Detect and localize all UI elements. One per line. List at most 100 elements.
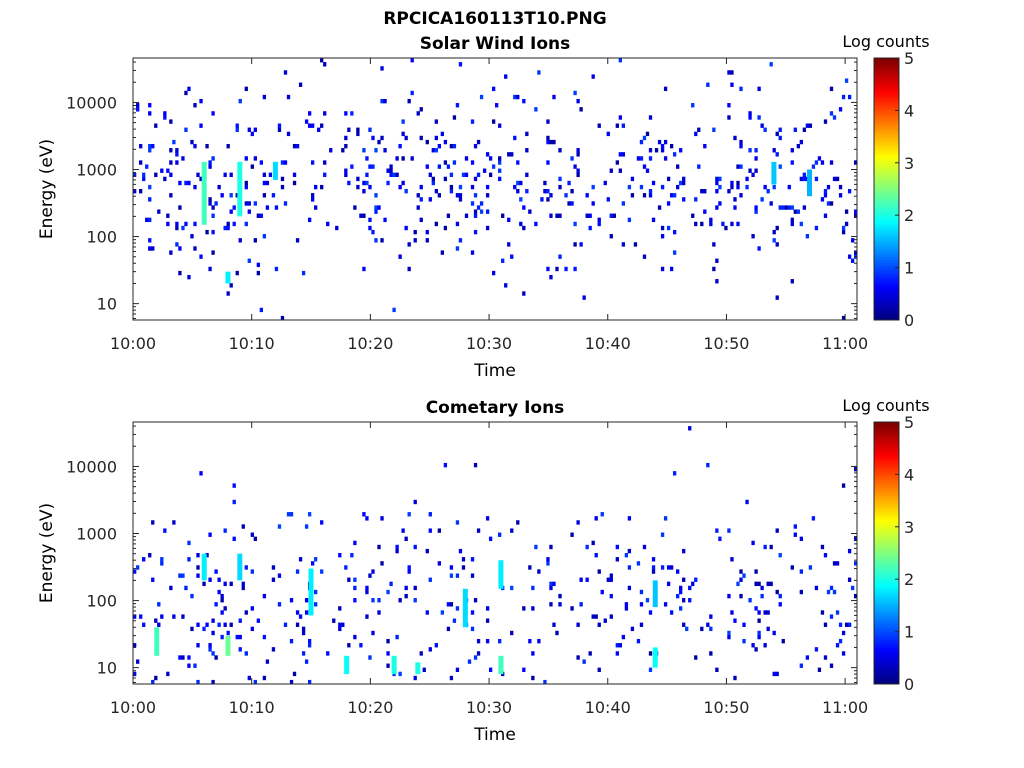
spectrogram-cell bbox=[549, 139, 553, 145]
spectrogram-cell bbox=[473, 209, 478, 214]
spectrogram-cell bbox=[751, 234, 755, 239]
spectrogram-cell bbox=[298, 614, 303, 619]
spectrogram-cell bbox=[374, 205, 378, 210]
colorbar-segment bbox=[874, 113, 899, 117]
spectrogram-cell bbox=[715, 667, 719, 673]
spectrogram-cell bbox=[175, 152, 179, 157]
spectrogram-cell bbox=[151, 577, 155, 582]
spectrogram-cell bbox=[133, 172, 137, 178]
spectrogram-cell bbox=[395, 548, 399, 554]
x-tick-label: 10:40 bbox=[585, 698, 631, 717]
spectrogram-cell bbox=[190, 593, 194, 599]
spectrogram-cell bbox=[570, 156, 574, 161]
spectrogram-cell bbox=[676, 593, 680, 599]
spectrogram-cell bbox=[669, 610, 674, 615]
spectrogram-cell bbox=[549, 213, 553, 218]
spectrogram-cell bbox=[193, 143, 197, 149]
spectrogram-cell bbox=[196, 573, 200, 578]
colorbar-segment bbox=[874, 149, 899, 153]
spectrogram-cell bbox=[295, 143, 300, 149]
spectrogram-cell bbox=[262, 180, 267, 186]
spectrogram-cell bbox=[805, 123, 810, 128]
spectrogram-cell bbox=[413, 585, 417, 591]
colorbar-segment bbox=[874, 440, 899, 444]
colorbar-segment bbox=[874, 628, 899, 633]
spectrogram-cell bbox=[576, 172, 580, 178]
spectrogram-cell bbox=[307, 217, 312, 223]
spectrogram-cell bbox=[636, 561, 641, 566]
spectrogram-cell bbox=[211, 679, 215, 685]
spectrogram-cell bbox=[175, 225, 179, 231]
spectrogram-cell bbox=[407, 266, 411, 272]
spectrogram-cell bbox=[142, 622, 146, 627]
spectrogram-cell bbox=[208, 577, 212, 582]
colorbar-segment bbox=[874, 141, 899, 145]
spectrogram-cell bbox=[142, 172, 146, 178]
spectrogram-cell bbox=[564, 193, 568, 198]
spectrogram-cell bbox=[374, 238, 378, 243]
spectrogram-cell bbox=[591, 540, 595, 546]
bright-feature bbox=[415, 662, 421, 675]
spectrogram-cell bbox=[148, 111, 152, 116]
spectrogram-cell bbox=[522, 225, 526, 231]
spectrogram-cell bbox=[775, 242, 779, 247]
spectrogram-cell bbox=[259, 213, 264, 218]
spectrogram-cell bbox=[585, 577, 589, 582]
spectrogram-cell bbox=[663, 602, 668, 607]
spectrogram-cell bbox=[292, 143, 297, 149]
spectrogram-cell bbox=[546, 160, 550, 165]
spectrogram-cell bbox=[193, 663, 197, 668]
spectrogram-cell bbox=[353, 205, 357, 210]
colorbar-segment bbox=[874, 244, 899, 248]
spectrogram-cell bbox=[835, 643, 840, 648]
colorbar-segment bbox=[874, 681, 899, 685]
spectrogram-cell bbox=[434, 119, 438, 124]
spectrogram-cell bbox=[715, 176, 719, 182]
spectrogram-cell bbox=[241, 581, 245, 587]
spectrogram-cell bbox=[531, 585, 535, 591]
spectrogram-cell bbox=[148, 148, 152, 153]
colorbar-segment bbox=[874, 293, 899, 297]
spectrogram-cell bbox=[826, 184, 831, 190]
spectrogram-cell bbox=[347, 127, 351, 132]
colorbar-segment bbox=[874, 547, 899, 551]
colorbar-segment bbox=[874, 458, 899, 462]
spectrogram-cell bbox=[778, 164, 782, 169]
spectrogram-cell bbox=[709, 626, 713, 632]
spectrogram-cell bbox=[208, 197, 212, 202]
bright-feature bbox=[344, 655, 350, 675]
spectrogram-cell bbox=[449, 565, 454, 570]
spectrogram-cell bbox=[473, 655, 478, 660]
colorbar-segment bbox=[874, 160, 899, 164]
spectrogram-cell bbox=[591, 74, 595, 79]
spectrogram-cell bbox=[253, 127, 257, 132]
colorbar-segment bbox=[874, 482, 899, 486]
spectrogram-cell bbox=[166, 168, 170, 173]
colorbar-tick-label: 5 bbox=[904, 413, 914, 432]
spectrogram-cell bbox=[621, 123, 626, 128]
spectrogram-cell bbox=[241, 585, 245, 591]
colorbar-segment bbox=[874, 573, 899, 578]
colorbar-tick-label: 1 bbox=[904, 259, 914, 278]
colorbar-segment bbox=[874, 102, 899, 106]
spectrogram-cell bbox=[591, 184, 595, 190]
spectrogram-cell bbox=[766, 189, 770, 194]
colorbar-segment bbox=[874, 78, 899, 83]
spectrogram-cell bbox=[247, 127, 251, 132]
colorbar-segment bbox=[874, 537, 899, 541]
colorbar-segment bbox=[874, 623, 899, 627]
spectrogram-cell bbox=[570, 532, 574, 537]
spectrogram-cell bbox=[522, 98, 526, 104]
spectrogram-cell bbox=[660, 148, 665, 153]
spectrogram-cell bbox=[178, 573, 182, 578]
spectrogram-cell bbox=[386, 589, 390, 595]
x-tick-label: 10:50 bbox=[703, 698, 749, 717]
spectrogram-cell bbox=[211, 229, 215, 235]
colorbar-segment bbox=[874, 84, 899, 88]
spectrogram-cell bbox=[546, 561, 550, 566]
spectrogram-cell bbox=[371, 164, 375, 169]
spectrogram-cell bbox=[672, 229, 677, 235]
spectrogram-cell bbox=[401, 528, 405, 533]
spectrogram-cell bbox=[588, 213, 592, 218]
spectrogram-cell bbox=[672, 250, 677, 255]
